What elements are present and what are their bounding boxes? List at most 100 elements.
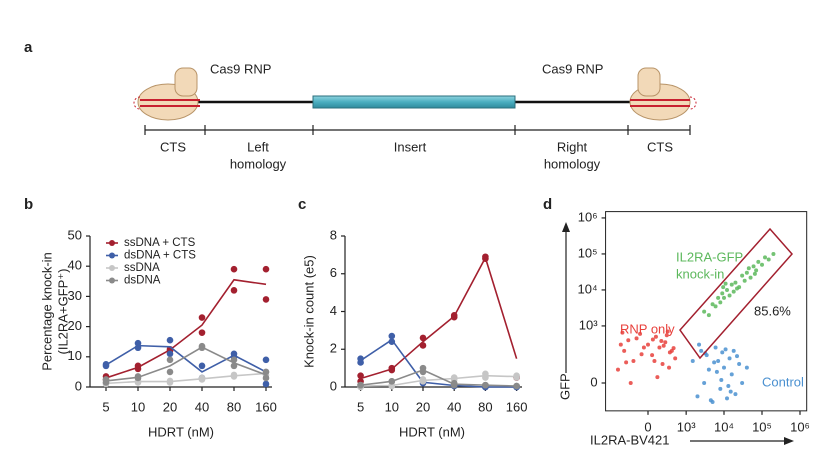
x-tick-label: 0 (644, 419, 651, 434)
event-dot (690, 358, 695, 363)
event-dot (735, 286, 740, 291)
replicate-point (230, 350, 238, 358)
replicate-point (419, 334, 427, 342)
y-tick-label: 50 (68, 227, 82, 242)
event-dot (727, 356, 732, 361)
y-tick-label: 20 (68, 318, 82, 333)
event-dot (667, 365, 672, 370)
y-tick-label: 0 (75, 378, 82, 393)
replicate-point (388, 338, 396, 346)
x-tick-label: 80 (478, 399, 492, 414)
x-tick-label: 10⁶ (790, 419, 810, 434)
y-tick-label: 10³ (579, 317, 598, 332)
series-line (105, 344, 267, 373)
replicate-point (102, 361, 110, 368)
event-dot (667, 350, 672, 355)
replicate-point (166, 336, 174, 344)
event-dot (650, 353, 655, 358)
replicate-point (419, 342, 427, 349)
replicate-point (198, 374, 206, 382)
y-axis-label: GFP (557, 373, 572, 400)
event-dot (719, 378, 724, 383)
y-tick-label: 8 (330, 227, 337, 242)
legend-marker (109, 277, 115, 284)
gate (679, 227, 794, 360)
event-dot (723, 281, 728, 286)
event-dot (737, 361, 742, 366)
segment-label: Insert (394, 139, 427, 154)
event-dot (663, 340, 668, 345)
event-dot (735, 354, 740, 359)
legend-label: ssDNA + CTS (124, 237, 196, 249)
event-dot (721, 285, 726, 290)
replicate-point (198, 329, 206, 336)
legend-label: ssDNA (124, 262, 160, 274)
event-dot (697, 342, 702, 347)
event-dot (710, 302, 715, 307)
event-dot (652, 358, 657, 363)
replicate-point (166, 350, 174, 358)
x-tick-label: 5 (102, 399, 109, 414)
replicate-point (262, 380, 270, 388)
event-dot (661, 343, 666, 348)
y-axis-label: (IL2RA+GFP⁺) (55, 269, 70, 355)
event-dot (744, 365, 749, 370)
replicate-point (419, 376, 427, 383)
event-dot (733, 392, 738, 397)
event-dot (723, 347, 728, 352)
legend-marker (109, 265, 115, 271)
x-tick-label: 160 (506, 399, 528, 414)
panel-label: a (24, 39, 33, 56)
event-dot (728, 389, 733, 394)
event-dot (706, 367, 711, 372)
event-dot (727, 293, 732, 298)
replicate-point (166, 356, 174, 364)
event-dot (624, 360, 629, 365)
panel-label: b (24, 196, 33, 213)
population-label: RNP only (620, 321, 675, 336)
replicate-point (513, 382, 520, 390)
event-dot (618, 342, 623, 347)
y-tick-label: 0 (590, 374, 597, 389)
x-tick-label: 10 (131, 399, 145, 414)
x-tick-label: 10³ (677, 419, 696, 434)
y-axis-label: Percentage knock-in (39, 252, 54, 371)
event-dot (742, 278, 747, 283)
x-tick-label: 10 (385, 399, 399, 414)
event-dot (671, 346, 676, 351)
event-dot (713, 304, 718, 309)
replicate-point (482, 253, 489, 261)
y-tick-label: 10 (68, 348, 82, 363)
event-dot (659, 338, 664, 343)
y-axis-label: Knock-in count (e5) (301, 255, 316, 368)
event-dot (695, 394, 700, 399)
x-tick-label: 80 (227, 399, 241, 414)
replicate-point (166, 377, 174, 385)
legend-marker (109, 240, 115, 246)
event-dot (726, 383, 731, 388)
panel-label: d (543, 196, 552, 213)
y-tick-label: 10⁴ (578, 281, 598, 296)
event-dot (760, 262, 764, 267)
event-dot (665, 329, 670, 334)
replicate-point (134, 373, 142, 380)
segment-label: Left (247, 139, 269, 154)
replicate-point (134, 344, 142, 352)
replicate-point (357, 355, 364, 362)
y-tick-label: 30 (68, 288, 82, 303)
event-dot (731, 348, 736, 353)
event-dot (660, 361, 665, 366)
event-dot (720, 291, 725, 296)
rnp-label: Cas9 RNP (210, 61, 271, 76)
replicate-point (513, 372, 520, 379)
x-axis-label: HDRT (nM) (148, 424, 214, 439)
replicate-point (166, 368, 174, 376)
replicate-point (262, 374, 270, 382)
event-dot (626, 338, 631, 343)
series-line (360, 255, 518, 380)
rnp-left (133, 67, 200, 121)
replicate-point (482, 370, 489, 378)
panel-a: a Cas9 RNP Cas9 RNP (24, 39, 697, 135)
plot-frame (605, 211, 808, 412)
replicate-point (388, 332, 396, 340)
